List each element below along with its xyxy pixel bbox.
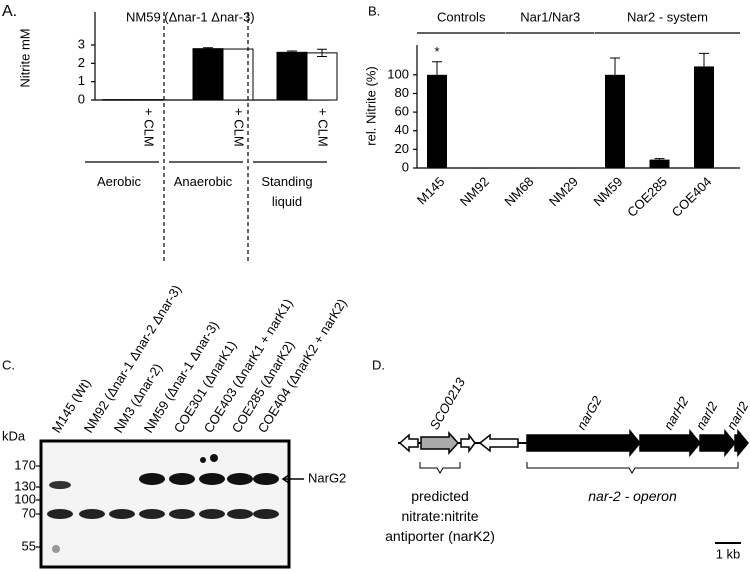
panel-label: A. [2,3,17,20]
bar [560,167,581,169]
band [139,473,165,485]
treatment-label: + CLM [232,108,247,147]
y-tick-label: 60 [395,104,409,119]
x-tick-label: Standing liquid [261,174,313,209]
unit-label: kDa [2,428,26,443]
annotation: * [434,44,439,59]
spot [210,454,218,462]
gene-label: SCO0213 [427,375,469,433]
band [253,509,279,519]
bar [192,48,224,101]
panel-label: D. [372,357,385,372]
gene-arrow [734,428,749,458]
band [47,509,73,519]
spot [52,545,60,553]
x-tick-label: NM59 [590,174,625,209]
y-tick-label: 0 [402,159,409,174]
y-tick-label: 20 [395,141,409,156]
marker-label: 100 [14,491,36,506]
x-tick-label: NM92 [457,174,492,209]
gene-arrow [478,433,519,453]
marker-label: 55 [22,538,36,553]
band [253,473,279,485]
gene-label: narI2 [724,398,750,432]
bar [605,74,625,168]
band [109,509,135,519]
bar [694,66,714,168]
brace-label: nar-2 - operon [588,488,677,504]
x-tick-label: NM29 [546,174,581,209]
y-tick-label: 2 [78,55,85,70]
error-bar [699,52,709,67]
brace-label: predicted nitrate:nitrite antiporter (na… [385,488,495,544]
treatment-label: + CLM [316,108,331,147]
band [169,509,195,519]
band [199,509,225,519]
y-axis-label: rel. Nitrite (%) [363,66,378,145]
gene-arrow [699,428,736,458]
x-tick-label: M145 [414,174,448,208]
bar [516,167,536,169]
x-tick-label: Aerobic [96,174,142,189]
gene-label: narH2 [661,393,692,432]
error-bar [432,61,442,75]
panel-label: B. [368,3,380,18]
y-tick-label: 0 [78,91,85,106]
bar [132,99,164,101]
bar [102,99,134,101]
band-label: NarG2 [308,470,346,485]
y-tick-label: 1 [78,73,85,88]
gene-arrow [398,433,419,453]
group-label: Controls [437,9,486,24]
blot-frame [39,439,291,569]
error-bar [287,50,297,55]
gene-label: narI2 [693,398,721,432]
y-tick-label: 100 [387,66,409,81]
brace [419,462,461,474]
error-bar [317,48,327,58]
error-bar [654,158,665,160]
error-bar [203,47,213,51]
group-label: Nar2 - system [627,9,708,24]
scale-label: 1 kb [716,546,741,561]
error-bar [610,57,620,75]
group-label: Nar1/Nar3 [520,9,580,24]
brace [526,462,739,474]
gene-arrow [460,432,476,454]
band [199,473,225,485]
x-tick-label: Anaerobic [173,174,233,189]
gene-arrow [639,428,701,458]
treatment-label: + CLM [142,108,157,147]
gene-arrow [420,431,460,455]
x-tick-label: NM68 [501,174,536,209]
x-tick-label: COE285 [624,174,670,220]
y-tick-label: 3 [78,36,85,51]
marker-label: 70 [22,505,36,520]
gene-label: narG2 [574,393,605,432]
y-tick-label: 40 [395,122,409,137]
bar [649,159,670,168]
bar [276,51,308,101]
y-axis-label: Nitrite mM [17,28,32,87]
band [169,473,195,485]
bar [427,74,447,168]
marker-label: 170 [14,457,36,472]
arrow [281,474,304,484]
marker-label: 130 [14,478,36,493]
spot [200,457,206,463]
chart-title: NM59 (Δnar-1 Δnar-3) [126,9,255,24]
band [49,481,71,489]
x-tick-label: COE404 [669,174,715,220]
bar [306,52,338,101]
band [227,509,253,519]
band [79,509,105,519]
y-tick-label: 80 [395,85,409,100]
bar [471,167,492,169]
gene-arrow [526,428,641,458]
panel-label: C. [2,357,15,372]
band [227,473,253,485]
band [139,509,165,519]
